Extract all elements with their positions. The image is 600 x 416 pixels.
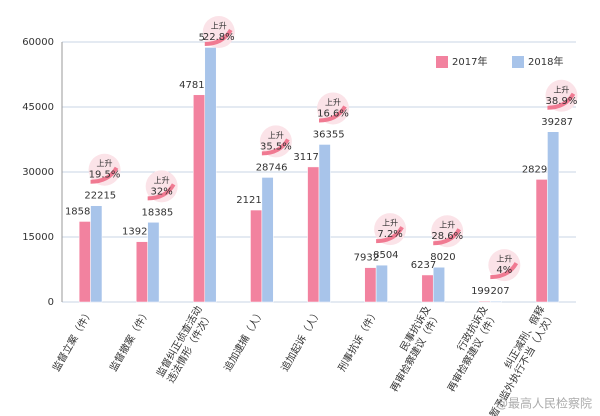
x-tick-label: 监督立案（件） bbox=[49, 307, 95, 374]
annotation-label: 上升 bbox=[211, 22, 227, 31]
badge-arrow bbox=[547, 92, 576, 110]
value-label: 199 bbox=[471, 286, 490, 297]
annotation-value: 38.9% bbox=[546, 96, 578, 107]
x-tick-label: 追加逮捕（人） bbox=[221, 307, 267, 374]
annotation-value: 35.5% bbox=[260, 141, 292, 152]
annotation-value: 19.5% bbox=[89, 170, 121, 181]
annotation-label: 上升 bbox=[97, 159, 113, 168]
legend-swatch bbox=[436, 56, 448, 68]
watermark: @最高人民检察院 bbox=[496, 396, 592, 411]
annotation-value: 16.6% bbox=[317, 108, 349, 119]
bar bbox=[307, 166, 320, 303]
value-label: 18587 bbox=[65, 206, 97, 217]
bar bbox=[135, 241, 148, 303]
x-tick-label: 刑事抗诉（件） bbox=[335, 307, 381, 374]
badge-arrow bbox=[147, 183, 176, 201]
badge bbox=[317, 92, 349, 125]
x-tick-label-line: 监督立案（件） bbox=[49, 307, 95, 374]
badge bbox=[88, 153, 121, 186]
x-tick-label-line: 监督撤案（件） bbox=[107, 307, 153, 374]
value-label: 28746 bbox=[256, 162, 288, 173]
value-label: 22215 bbox=[84, 191, 116, 202]
y-tick-label: 60000 bbox=[22, 37, 54, 48]
legend-label: 2018年 bbox=[528, 55, 563, 68]
annotation-label: 上升 bbox=[268, 131, 284, 140]
annotation-label: 上升 bbox=[496, 255, 512, 264]
y-tick-label: 15000 bbox=[22, 232, 54, 243]
annotation-label: 上升 bbox=[439, 221, 455, 230]
annotation-value: 7.2% bbox=[377, 229, 402, 240]
badge bbox=[145, 170, 178, 203]
value-label: 7932 bbox=[354, 253, 379, 264]
bar bbox=[547, 131, 560, 303]
badge bbox=[259, 125, 292, 158]
bar bbox=[490, 300, 503, 303]
bar bbox=[78, 221, 91, 303]
value-label: 8020 bbox=[430, 252, 455, 263]
badge-arrow bbox=[376, 226, 404, 244]
annotation-label: 上升 bbox=[325, 98, 341, 107]
x-tick-label-line: 追加逮捕（人） bbox=[221, 307, 267, 374]
bar bbox=[261, 177, 274, 303]
value-label: 207 bbox=[490, 286, 509, 297]
annotation-value: 4% bbox=[496, 265, 512, 276]
bar bbox=[204, 47, 217, 303]
value-label: 31172 bbox=[293, 152, 325, 163]
bar bbox=[250, 209, 263, 303]
badge-arrow bbox=[90, 166, 119, 184]
value-label: 36355 bbox=[313, 129, 345, 140]
annotation-value: 28.6% bbox=[431, 231, 463, 242]
bar bbox=[375, 264, 388, 303]
y-tick-label: 0 bbox=[48, 297, 54, 308]
annotation-label: 上升 bbox=[553, 85, 569, 94]
annotation-label: 上升 bbox=[382, 219, 398, 228]
badge bbox=[374, 213, 407, 246]
bar bbox=[535, 179, 548, 303]
bar bbox=[421, 274, 434, 303]
y-tick-label: 45000 bbox=[22, 102, 54, 113]
bar bbox=[432, 266, 445, 303]
bar bbox=[478, 300, 491, 303]
badge-arrow bbox=[433, 228, 461, 246]
value-label: 18385 bbox=[141, 207, 173, 218]
annotation-value: 22.8% bbox=[203, 32, 235, 43]
bar bbox=[90, 205, 103, 303]
x-tick-label-line: 追加起诉（人） bbox=[278, 307, 324, 374]
value-label: 28290 bbox=[522, 164, 554, 175]
value-label: 21218 bbox=[236, 195, 268, 206]
value-label: 39287 bbox=[541, 117, 573, 128]
annotation-value: 32% bbox=[151, 186, 173, 197]
legend-swatch bbox=[512, 56, 524, 68]
bar bbox=[364, 267, 377, 303]
badge bbox=[545, 79, 578, 112]
badge bbox=[431, 215, 464, 248]
bar bbox=[318, 144, 331, 303]
badge-arrow bbox=[318, 105, 347, 123]
annotation-label: 上升 bbox=[154, 176, 170, 185]
badge-arrow bbox=[204, 28, 233, 46]
x-tick-label: 监督撤案（件） bbox=[107, 307, 153, 374]
x-tick-label: 追加起诉（人） bbox=[278, 307, 324, 374]
value-label: 13924 bbox=[122, 227, 154, 238]
legend-label: 2017年 bbox=[452, 55, 487, 68]
badge bbox=[202, 16, 235, 48]
y-tick-label: 30000 bbox=[22, 167, 54, 178]
value-label: 6237 bbox=[411, 260, 436, 271]
value-label: 47818 bbox=[179, 80, 211, 91]
badge-arrow bbox=[261, 138, 290, 156]
value-label: 8504 bbox=[373, 250, 398, 261]
bar bbox=[193, 94, 206, 303]
badge-arrow bbox=[490, 262, 519, 280]
x-tick-label-line: 刑事抗诉（件） bbox=[335, 307, 381, 374]
bar bbox=[147, 222, 160, 303]
badge bbox=[488, 249, 521, 282]
